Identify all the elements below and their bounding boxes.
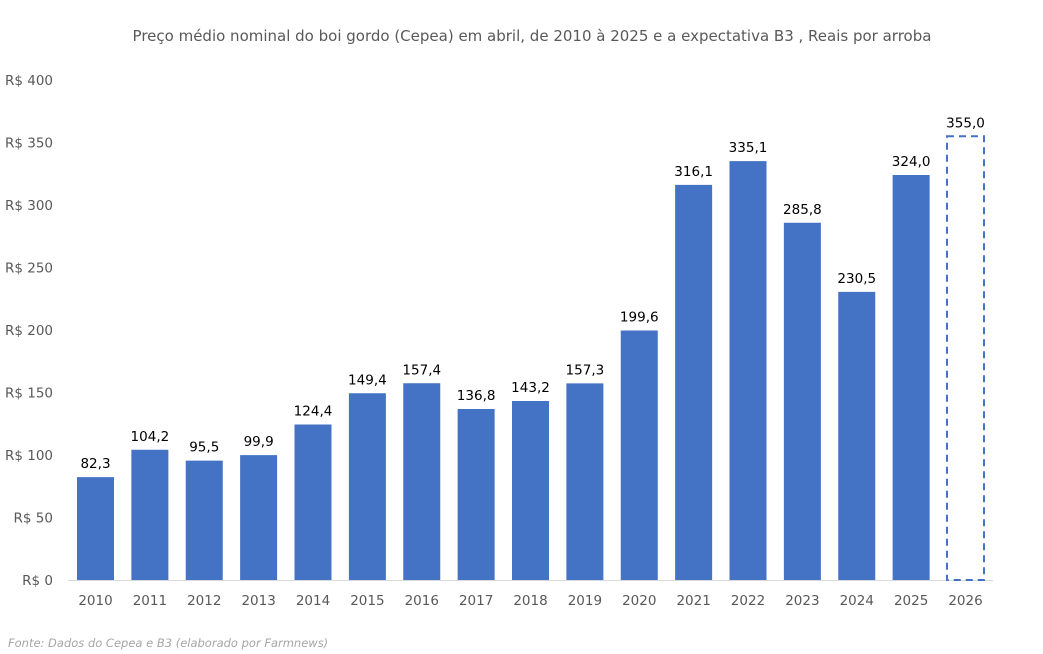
x-tick-label: 2023 bbox=[785, 593, 819, 609]
x-tick-label: 2018 bbox=[513, 593, 547, 609]
data-label: 230,5 bbox=[837, 271, 876, 287]
bar bbox=[512, 401, 549, 580]
x-tick-label: 2026 bbox=[948, 593, 982, 609]
data-label: 355,0 bbox=[946, 115, 985, 131]
x-tick-label: 2010 bbox=[78, 593, 112, 609]
data-label: 285,8 bbox=[783, 202, 822, 218]
bar-projected bbox=[946, 135, 985, 581]
bar bbox=[403, 383, 441, 580]
x-tick-label: 2024 bbox=[840, 593, 874, 609]
data-label: 136,8 bbox=[457, 388, 496, 404]
x-tick-label: 2011 bbox=[133, 593, 167, 609]
source-note: Fonte: Dados do Cepea e B3 (elaborado po… bbox=[8, 636, 329, 650]
x-tick-label: 2013 bbox=[241, 593, 275, 609]
data-label: 157,4 bbox=[402, 362, 441, 378]
chart-title: Preço médio nominal do boi gordo (Cepea)… bbox=[133, 27, 932, 45]
y-tick-label: R$ 200 bbox=[5, 323, 53, 339]
data-label: 316,1 bbox=[674, 164, 713, 180]
y-tick-label: R$ 50 bbox=[14, 511, 53, 527]
x-tick-label: 2014 bbox=[296, 593, 330, 609]
data-label: 324,0 bbox=[892, 154, 931, 170]
data-label: 99,9 bbox=[244, 434, 274, 450]
bar bbox=[729, 161, 767, 580]
y-tick-label: R$ 100 bbox=[5, 448, 53, 464]
bar bbox=[457, 409, 495, 580]
y-tick-label: R$ 0 bbox=[22, 573, 53, 589]
x-tick-label: 2021 bbox=[676, 593, 710, 609]
data-label: 95,5 bbox=[189, 440, 219, 456]
data-label: 157,3 bbox=[566, 362, 605, 378]
bar bbox=[294, 424, 332, 580]
data-label: 104,2 bbox=[131, 429, 170, 445]
x-tick-label: 2020 bbox=[622, 593, 656, 609]
data-label: 149,4 bbox=[348, 372, 387, 388]
bar bbox=[131, 449, 169, 580]
bar bbox=[77, 477, 114, 580]
y-tick-label: R$ 400 bbox=[5, 73, 53, 89]
bar bbox=[566, 383, 604, 580]
y-tick-label: R$ 150 bbox=[5, 386, 53, 402]
bar bbox=[675, 184, 713, 580]
bar bbox=[348, 393, 386, 580]
data-label: 199,6 bbox=[620, 310, 659, 326]
bar bbox=[892, 175, 930, 580]
bar bbox=[783, 222, 821, 580]
x-tick-label: 2022 bbox=[731, 593, 765, 609]
x-tick-label: 2016 bbox=[405, 593, 439, 609]
y-tick-label: R$ 300 bbox=[5, 198, 53, 214]
bar bbox=[185, 460, 223, 580]
data-label: 335,1 bbox=[729, 140, 768, 156]
x-tick-label: 2019 bbox=[568, 593, 602, 609]
data-label: 143,2 bbox=[511, 380, 550, 396]
x-tick-label: 2015 bbox=[350, 593, 384, 609]
data-label: 82,3 bbox=[80, 456, 110, 472]
bar bbox=[838, 291, 876, 580]
x-tick-label: 2025 bbox=[894, 593, 928, 609]
x-tick-label: 2012 bbox=[187, 593, 221, 609]
y-tick-label: R$ 250 bbox=[5, 261, 53, 277]
x-tick-label: 2017 bbox=[459, 593, 493, 609]
bar bbox=[620, 330, 658, 580]
y-tick-label: R$ 350 bbox=[5, 136, 53, 152]
data-label: 124,4 bbox=[294, 404, 333, 420]
bar bbox=[240, 455, 278, 580]
